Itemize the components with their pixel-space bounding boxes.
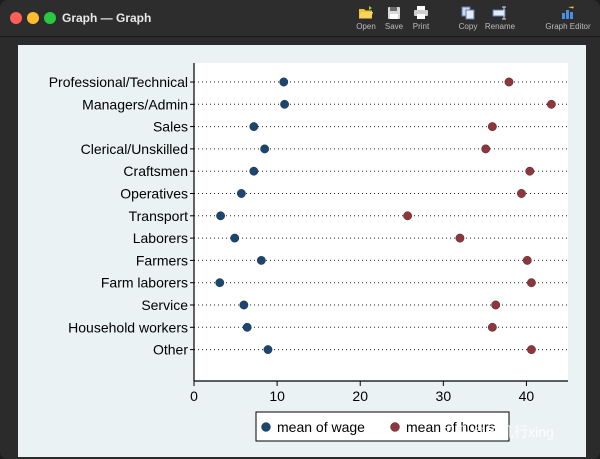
watermark-text: 知乎 @王几行xing bbox=[440, 424, 554, 440]
category-label: Transport bbox=[129, 208, 189, 224]
copy-button[interactable]: Copy bbox=[446, 6, 490, 34]
copy-label: Copy bbox=[458, 22, 478, 31]
category-label: Operatives bbox=[120, 186, 188, 202]
open-button[interactable]: Open bbox=[344, 6, 388, 34]
legend-box bbox=[255, 411, 510, 442]
wage-point bbox=[236, 189, 246, 198]
category-label: Clerical/Unskilled bbox=[81, 141, 188, 157]
wage-point bbox=[260, 144, 270, 154]
wage-point bbox=[256, 255, 266, 265]
title-bar: Graph — Graph Open Save Print bbox=[0, 0, 600, 37]
category-label: Service bbox=[141, 297, 188, 313]
category-label: Household workers bbox=[68, 319, 188, 335]
wage-point bbox=[216, 211, 225, 221]
hours-point bbox=[455, 233, 465, 243]
rename-icon bbox=[492, 6, 506, 20]
dot-plot-chart: Professional/Technical Managers/Admin Sale… bbox=[49, 63, 568, 442]
minimize-window-button[interactable] bbox=[27, 12, 39, 24]
folder-open-icon bbox=[359, 6, 373, 19]
hours-point bbox=[522, 255, 532, 265]
wage-point bbox=[215, 278, 225, 288]
category-label: Craftsmen bbox=[123, 163, 188, 179]
wage-point bbox=[263, 345, 273, 354]
wage-point bbox=[239, 300, 249, 310]
category-label: Laborers bbox=[133, 230, 188, 246]
open-label: Open bbox=[356, 22, 376, 31]
wage-point bbox=[280, 99, 289, 109]
category-label: Professional/Technical bbox=[49, 74, 188, 90]
x-tick-label: 40 bbox=[519, 388, 535, 404]
hours-point bbox=[527, 345, 536, 354]
graph-editor-icon bbox=[562, 6, 574, 19]
x-tick-label: 20 bbox=[352, 388, 368, 404]
graph-editor-label: Graph Editor bbox=[545, 22, 591, 31]
rename-label: Rename bbox=[484, 22, 516, 31]
plot-area bbox=[194, 63, 568, 381]
hours-point bbox=[527, 278, 536, 288]
hours-point bbox=[487, 122, 497, 132]
hours-point bbox=[546, 99, 556, 109]
wage-point bbox=[249, 166, 259, 176]
hours-point bbox=[403, 211, 412, 221]
category-label: Farmers bbox=[136, 252, 188, 268]
hours-point bbox=[504, 77, 514, 87]
wage-point bbox=[249, 122, 259, 132]
save-label: Save bbox=[384, 22, 404, 31]
graph-editor-button[interactable]: Graph Editor bbox=[543, 6, 593, 34]
x-tick-label: 0 bbox=[190, 388, 198, 404]
hours-point bbox=[525, 166, 535, 176]
hours-point bbox=[487, 322, 497, 332]
hours-point bbox=[491, 300, 501, 310]
rename-button[interactable]: Rename bbox=[478, 6, 522, 34]
graph-region: Professional/Technical Managers/Admin Sale… bbox=[18, 45, 586, 457]
copy-icon bbox=[461, 6, 475, 20]
legend-wage-label: mean of wage bbox=[277, 419, 365, 435]
maximize-window-button[interactable] bbox=[44, 12, 56, 24]
floppy-disk-icon bbox=[388, 7, 400, 19]
window-title: Graph — Graph bbox=[62, 11, 152, 25]
save-button[interactable]: Save bbox=[372, 6, 416, 34]
wage-point bbox=[279, 77, 289, 87]
x-tick-label: 10 bbox=[269, 388, 285, 404]
printer-icon bbox=[414, 6, 428, 19]
print-button[interactable]: Print bbox=[399, 6, 443, 34]
hours-point bbox=[517, 189, 526, 198]
category-label: Other bbox=[153, 342, 188, 358]
legend: mean of wage mean of hours bbox=[255, 411, 510, 442]
close-window-button[interactable] bbox=[10, 12, 22, 24]
graph-content-area: Professional/Technical Managers/Admin Sale… bbox=[0, 37, 600, 459]
legend-hours-marker bbox=[390, 422, 400, 432]
wage-point bbox=[242, 322, 252, 332]
hours-point bbox=[481, 144, 491, 154]
legend-wage-marker bbox=[261, 422, 271, 432]
legend-hours-label: mean of hours bbox=[406, 419, 496, 435]
print-label: Print bbox=[412, 22, 430, 31]
category-label: Farm laborers bbox=[101, 275, 188, 291]
x-tick-label: 30 bbox=[436, 388, 452, 404]
category-label: Managers/Admin bbox=[82, 96, 188, 112]
wage-point bbox=[230, 233, 240, 243]
category-label: Sales bbox=[153, 119, 188, 135]
